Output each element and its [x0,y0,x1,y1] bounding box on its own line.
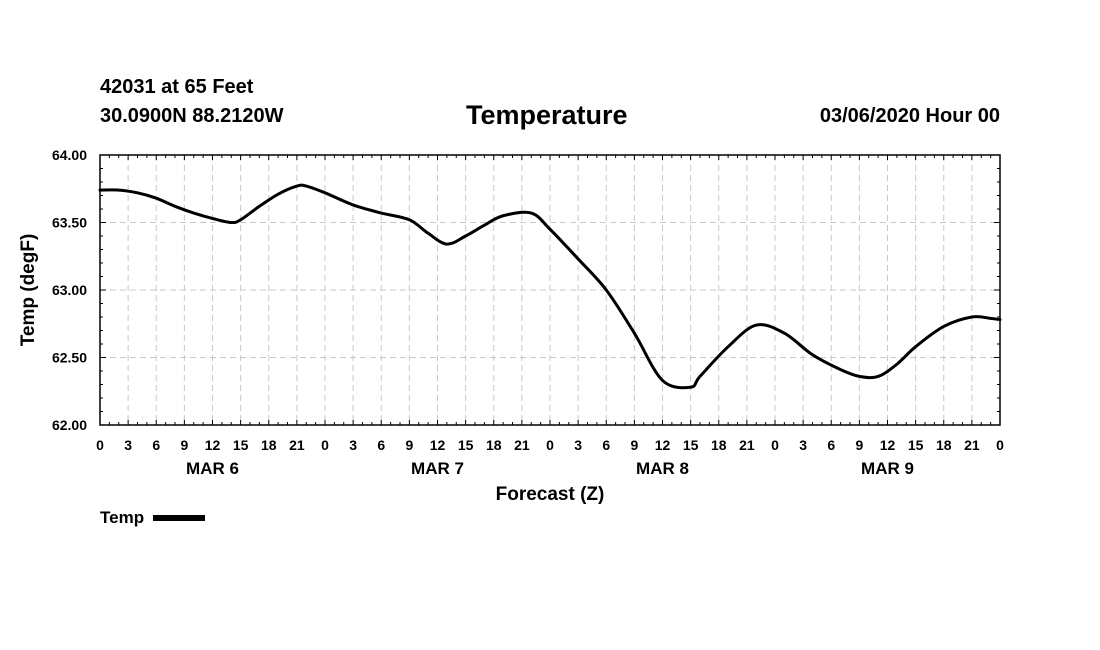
x-tick-label: 0 [321,437,329,453]
day-label: MAR 8 [636,459,689,478]
x-tick-label: 9 [180,437,188,453]
y-axis-label: Temp (degF) [18,234,39,347]
y-tick-label: 63.50 [52,215,87,231]
axis-labels: 0 3 6 9 12 15 18 21 0 3 6 9 12 15 18 21 0 3 6 9 12 15 18 21 0 3 6 9… [52,147,1004,478]
legend-swatch [153,515,206,521]
x-tick-label: 0 [96,437,104,453]
day-label: MAR 7 [411,459,464,478]
x-tick-label: 0 [996,437,1004,453]
x-tick-label: 6 [377,437,385,453]
x-tick-label: 6 [602,437,610,453]
legend: Temp [100,508,206,528]
x-tick-label: 9 [855,437,863,453]
x-tick-label: 21 [964,437,980,453]
x-tick-label: 6 [827,437,835,453]
x-tick-label: 15 [908,437,924,453]
day-label: MAR 9 [861,459,914,478]
station-label: 42031 at 65 Feet [100,76,254,98]
plot-frame [99,154,1001,426]
day-label: MAR 6 [186,459,239,478]
x-tick-label: 21 [289,437,305,453]
y-tick-label: 63.00 [52,282,87,298]
y-tick-label: 62.00 [52,417,87,433]
x-tick-label: 18 [261,437,277,453]
x-tick-label: 12 [655,437,671,453]
x-tick-label: 12 [430,437,446,453]
x-axis-label: Forecast (Z) [496,484,605,505]
x-tick-label: 12 [205,437,221,453]
x-tick-label: 9 [405,437,413,453]
coordinates-label: 30.0900N 88.2120W [100,105,284,127]
x-tick-label: 6 [152,437,160,453]
x-tick-label: 18 [936,437,952,453]
y-tick-label: 62.50 [52,350,87,366]
x-tick-label: 15 [233,437,249,453]
x-tick-label: 0 [771,437,779,453]
chart-title: Temperature [466,100,628,130]
x-tick-label: 3 [799,437,807,453]
x-tick-label: 0 [546,437,554,453]
x-tick-label: 3 [574,437,582,453]
legend-label: Temp [100,508,145,527]
x-tick-label: 12 [880,437,896,453]
x-tick-label: 18 [711,437,727,453]
x-tick-label: 15 [683,437,699,453]
x-tick-label: 15 [458,437,474,453]
x-tick-label: 18 [486,437,502,453]
y-tick-label: 64.00 [52,147,87,163]
forecast-timestamp: 03/06/2020 Hour 00 [819,105,1000,127]
x-tick-label: 21 [739,437,755,453]
x-tick-label: 21 [514,437,530,453]
x-tick-label: 9 [630,437,638,453]
temp-series-line [98,183,1002,390]
grid-lines [100,155,1000,425]
x-tick-label: 3 [349,437,357,453]
x-tick-label: 3 [124,437,132,453]
